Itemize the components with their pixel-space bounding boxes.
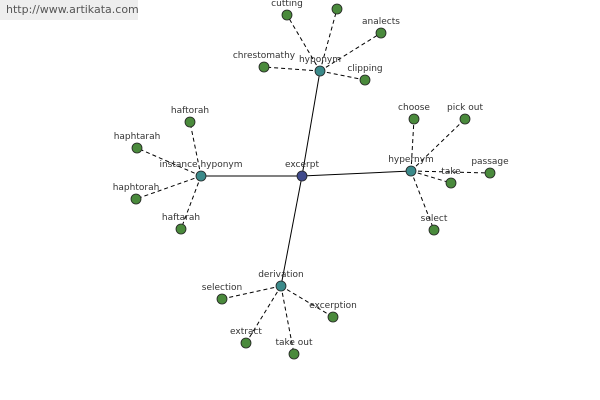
- leaf-node: [484, 167, 496, 179]
- leaf-node: [184, 116, 196, 128]
- hub-label: hypernym: [388, 155, 434, 165]
- leaf-label: chrestomathy: [233, 51, 296, 61]
- leaf-node: [408, 113, 420, 125]
- edge: [410, 118, 466, 172]
- leaf-label: passage: [471, 157, 509, 167]
- edge: [410, 118, 415, 172]
- leaf-label: pick out: [447, 103, 483, 113]
- leaf-label: excerption: [309, 301, 357, 311]
- edge: [319, 70, 366, 81]
- leaf-label: selection: [202, 283, 242, 293]
- edge: [410, 170, 435, 231]
- edge: [280, 285, 295, 355]
- leaf-label: analects: [362, 17, 400, 27]
- labels: hyponym cutting analects chrestomathy clippi…: [113, 0, 509, 348]
- edge: [135, 175, 202, 200]
- edge: [319, 8, 338, 72]
- hub-node: [314, 65, 326, 77]
- leaf-label: take out: [275, 338, 313, 348]
- leaf-label: haftorah: [171, 106, 209, 116]
- leaf-label: select: [421, 214, 448, 224]
- edge: [263, 66, 321, 72]
- leaf-label: cutting: [271, 0, 303, 9]
- edge: [410, 170, 491, 174]
- leaf-node: [428, 224, 440, 236]
- hub-node: [405, 165, 417, 177]
- edge: [319, 32, 382, 72]
- edge: [180, 175, 202, 230]
- edges: [135, 8, 491, 355]
- leaf-node: [445, 177, 457, 189]
- hub-label: instance hyponym: [159, 160, 242, 170]
- leaf-node: [216, 293, 228, 305]
- leaf-node: [359, 74, 371, 86]
- edge: [301, 170, 412, 177]
- edge: [221, 285, 282, 300]
- center-node: [296, 170, 308, 182]
- leaf-node: [240, 337, 252, 349]
- leaf-node: [281, 9, 293, 21]
- leaf-node: [288, 348, 300, 360]
- hub-label: hyponym: [299, 55, 341, 65]
- leaf-node: [130, 193, 142, 205]
- leaf-label: take: [441, 167, 461, 177]
- leaf-node: [331, 3, 343, 15]
- edge: [280, 175, 303, 287]
- edge: [136, 147, 202, 177]
- watermark[interactable]: http://www.artikata.com: [0, 0, 139, 20]
- leaf-label: choose: [398, 103, 430, 113]
- edge: [301, 70, 321, 177]
- hub-node: [275, 280, 287, 292]
- edge: [286, 14, 321, 72]
- nodes: [130, 3, 496, 360]
- leaf-node: [175, 223, 187, 235]
- leaf-label: haphtorah: [113, 183, 160, 193]
- edge: [189, 121, 202, 177]
- leaf-node: [131, 142, 143, 154]
- center-label: excerpt: [285, 160, 319, 170]
- edge: [280, 285, 334, 318]
- leaf-label: extract: [230, 327, 262, 337]
- leaf-label: haphtarah: [114, 132, 161, 142]
- leaf-node: [375, 27, 387, 39]
- leaf-label: clipping: [347, 64, 382, 74]
- leaf-node: [327, 311, 339, 323]
- leaf-node: [459, 113, 471, 125]
- leaf-label: haftarah: [162, 213, 200, 223]
- hub-label: derivation: [258, 270, 304, 280]
- hub-node: [195, 170, 207, 182]
- leaf-node: [258, 61, 270, 73]
